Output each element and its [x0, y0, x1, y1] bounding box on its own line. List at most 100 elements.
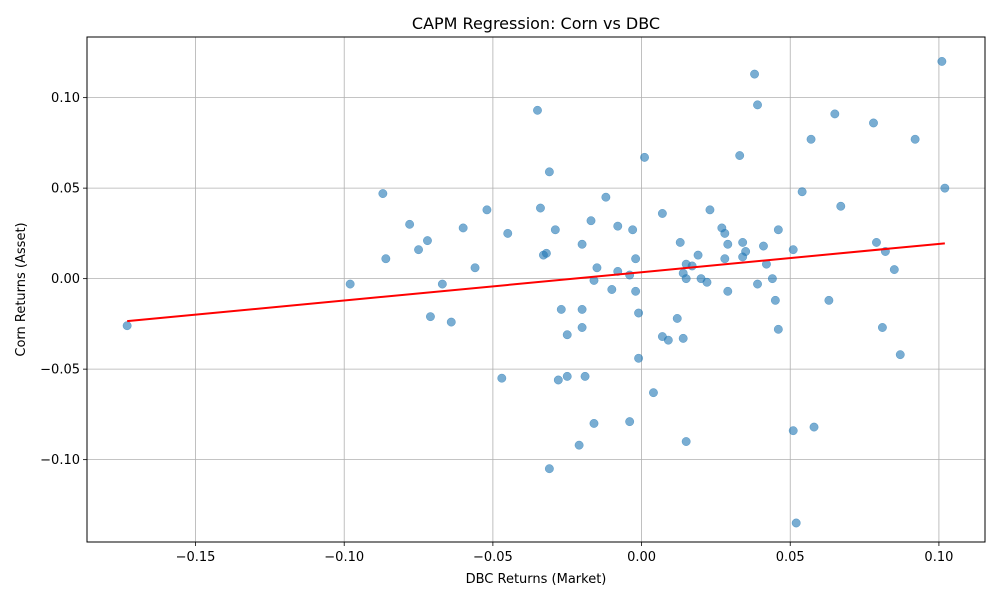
regression-line-group: [127, 242, 945, 323]
data-point: [788, 245, 798, 255]
data-point: [773, 225, 783, 235]
chart-title: CAPM Regression: Corn vs DBC: [412, 14, 660, 33]
data-point: [681, 274, 691, 284]
data-point: [544, 167, 554, 177]
data-point: [759, 241, 768, 251]
data-point: [773, 324, 783, 334]
data-point: [544, 464, 554, 474]
data-point: [634, 308, 644, 318]
data-point: [423, 236, 432, 246]
data-point: [723, 286, 733, 296]
data-point: [702, 277, 712, 287]
data-point: [869, 118, 878, 128]
x-axis-label: DBC Returns (Market): [466, 572, 607, 587]
data-point: [562, 371, 572, 381]
data-point: [640, 152, 649, 162]
data-point: [631, 286, 641, 296]
data-point: [741, 247, 751, 256]
data-point: [497, 373, 507, 383]
data-point: [910, 134, 920, 144]
data-point: [378, 189, 388, 199]
data-point: [830, 109, 840, 119]
data-point: [556, 304, 566, 314]
data-point: [681, 437, 691, 446]
data-point: [586, 216, 596, 226]
data-point: [735, 151, 745, 161]
data-point: [770, 295, 780, 305]
data-point: [577, 304, 587, 314]
x-tick-label: 0.10: [924, 550, 953, 565]
data-point: [797, 187, 807, 197]
data-point: [553, 375, 563, 385]
y-tick-label: 0.00: [51, 272, 80, 287]
data-point: [541, 248, 551, 258]
x-tick-label: 0.05: [776, 550, 805, 565]
data-point: [877, 323, 887, 332]
data-point: [625, 417, 635, 427]
data-point: [458, 223, 468, 233]
data-point: [631, 254, 641, 264]
data-point: [753, 100, 762, 110]
data-point: [482, 205, 492, 215]
data-point: [345, 279, 355, 289]
data-point: [446, 317, 456, 327]
data-point: [577, 323, 587, 332]
data-point: [613, 221, 623, 231]
y-tick-label: 0.10: [51, 91, 80, 106]
data-point: [937, 56, 947, 66]
data-point: [788, 426, 798, 436]
data-point: [533, 105, 542, 115]
data-point: [672, 314, 682, 323]
data-point: [824, 295, 834, 305]
data-point: [592, 263, 602, 273]
x-tick-label: 0.00: [627, 550, 656, 565]
data-point: [720, 228, 730, 238]
data-point: [381, 254, 391, 264]
y-tick-label: −0.05: [40, 363, 80, 378]
data-point: [940, 183, 950, 193]
plot-frame: [86, 36, 986, 543]
data-point: [693, 250, 703, 260]
data-point: [753, 279, 762, 289]
data-point: [767, 274, 777, 284]
data-point: [657, 209, 667, 218]
x-tick-label: −0.10: [324, 550, 364, 565]
data-point: [791, 518, 801, 528]
data-point: [601, 192, 611, 202]
data-point: [536, 203, 545, 213]
x-tick-label: −0.15: [176, 550, 216, 565]
data-point: [437, 279, 447, 289]
data-point: [687, 261, 697, 271]
y-tick-label: −0.10: [40, 453, 80, 468]
data-point: [675, 237, 685, 247]
data-point: [414, 245, 423, 255]
regression-line: [127, 242, 945, 323]
data-point: [503, 228, 513, 238]
x-axis-ticks: −0.15 −0.10 −0.05 0.00 0.05 0.10: [176, 542, 953, 565]
data-point: [836, 201, 846, 211]
y-axis-label: Corn Returns (Asset): [14, 222, 29, 356]
data-point: [562, 330, 572, 340]
data-point: [628, 225, 638, 235]
data-point: [678, 333, 688, 343]
data-point: [577, 239, 587, 249]
data-point: [723, 239, 733, 249]
data-point: [738, 237, 748, 247]
data-points: [122, 56, 950, 528]
y-axis-ticks: −0.10 −0.05 0.00 0.05 0.10: [40, 91, 87, 468]
data-point: [806, 134, 816, 144]
data-point: [872, 237, 881, 247]
data-point: [550, 225, 560, 235]
x-tick-label: −0.05: [473, 550, 513, 565]
data-point: [405, 219, 415, 229]
y-tick-label: 0.05: [51, 182, 80, 197]
data-point: [607, 285, 617, 294]
data-point: [889, 265, 899, 275]
data-point: [705, 205, 715, 215]
data-point: [470, 263, 480, 273]
data-point: [425, 312, 435, 322]
data-point: [589, 418, 599, 428]
data-point: [580, 371, 590, 381]
data-point: [895, 350, 905, 360]
